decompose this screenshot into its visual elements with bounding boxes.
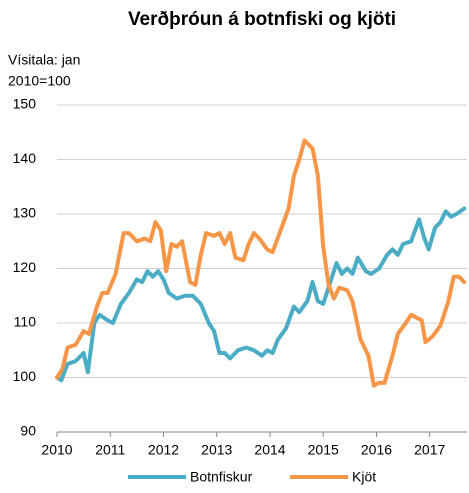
legend-label: Kjöt [352,469,376,485]
x-tick-label: 2012 [148,442,179,458]
data-line [55,206,467,383]
x-tick-label: 2017 [414,442,445,458]
y-tick-label: 150 [13,96,37,112]
y-tick-label: 110 [14,314,37,330]
y-tick-label: 120 [13,259,37,275]
y-tick-label: 100 [13,368,37,384]
y-tick-label: 90 [20,423,36,439]
y-axis-label: Vísitala: jan [8,52,80,68]
data-line [55,138,467,388]
y-axis-label: 2010=100 [8,73,71,89]
y-tick-label: 140 [13,150,37,166]
chart-title: Verðþróun á botnfiski og kjöti [128,9,396,30]
legend-label: Botnfiskur [190,469,253,485]
y-tick-label: 130 [13,205,37,221]
x-tick-label: 2016 [361,442,392,458]
x-tick-label: 2010 [41,442,72,458]
x-tick-label: 2013 [201,442,232,458]
x-tick-label: 2015 [308,442,339,458]
x-tick-label: 2011 [95,442,125,458]
x-tick-label: 2014 [254,442,285,458]
